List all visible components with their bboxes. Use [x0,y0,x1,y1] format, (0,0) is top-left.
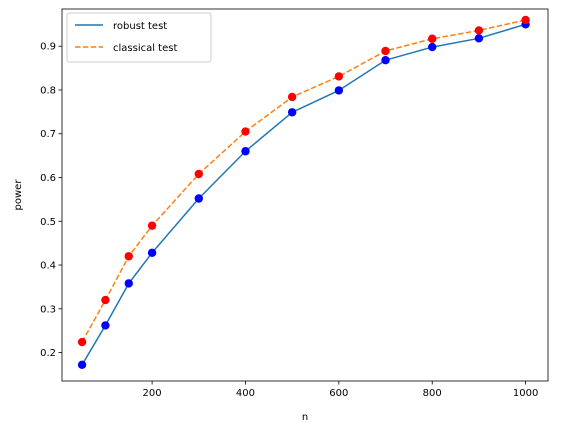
x-tick-label: 1000 [513,388,538,399]
data-point-classical-test [147,221,157,230]
legend: robust test classical test [66,12,212,63]
y-tick-label: 0.3 [40,304,56,315]
data-point-classical-test [194,169,203,179]
series-line-classical-test [81,19,526,343]
data-point-classical-test [474,26,484,35]
x-tick-label: 600 [329,388,348,399]
y-tick-label: 0.8 [40,85,56,96]
data-point-classical-test [241,127,250,136]
data-point-robust-test [334,86,344,95]
data-point-classical-test [287,92,297,102]
data-point-robust-test [474,34,484,43]
plot-frame [61,8,549,382]
legend-label-robust-test: robust test [113,21,167,32]
y-tick-label: 0.2 [40,348,56,359]
y-axis: 0.2 0.3 0.4 0.5 0.6 0.7 0.8 0.9 [40,42,62,359]
legend-label-classical-test: classical test [113,43,177,54]
data-point-robust-test [101,321,110,330]
y-tick-label: 0.9 [40,42,56,53]
data-point-robust-test [241,147,250,156]
x-tick-label: 800 [423,388,442,399]
series-line-robust-test [81,23,526,366]
x-tick-label: 200 [143,388,162,399]
x-axis-label: n [302,412,308,423]
data-point-robust-test [381,56,390,65]
data-point-robust-test [124,279,133,288]
data-point-robust-test [147,248,157,257]
x-axis: 200 400 600 800 1000 [143,381,538,399]
x-tick-label: 400 [236,388,255,399]
data-point-classical-test [101,295,110,305]
data-point-classical-test [124,252,133,261]
data-point-robust-test [77,360,87,370]
y-tick-label: 0.6 [40,173,56,184]
data-point-robust-test [194,194,203,203]
data-point-robust-test [428,42,437,52]
data-point-classical-test [381,46,390,56]
data-point-robust-test [287,108,297,117]
data-point-classical-test [428,34,437,43]
y-tick-label: 0.5 [40,217,56,228]
y-axis-label: power [13,179,24,211]
data-point-classical-test [334,72,344,81]
y-tick-label: 0.4 [40,261,56,272]
data-point-classical-test [521,15,530,25]
data-point-classical-test [77,337,87,347]
y-tick-label: 0.7 [40,129,56,140]
plot-area [77,15,530,370]
